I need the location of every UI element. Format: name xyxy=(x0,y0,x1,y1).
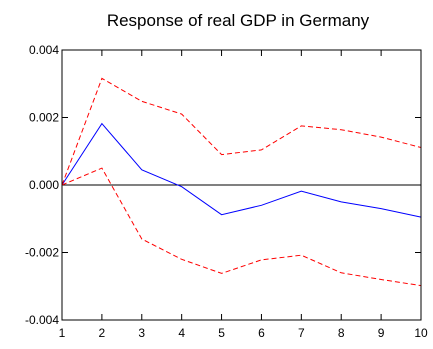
y-axis: -0.004 -0.002 0.000 0.002 0.004 xyxy=(25,43,421,327)
x-tick-label: 3 xyxy=(138,326,145,340)
chart-title: Response of real GDP in Germany xyxy=(107,11,370,30)
x-tick-label: 8 xyxy=(338,326,345,340)
x-tick-label: 1 xyxy=(59,326,66,340)
x-tick-label: 6 xyxy=(258,326,265,340)
x-tick-label: 4 xyxy=(178,326,185,340)
series-group xyxy=(61,77,422,287)
series-line-1 xyxy=(61,122,422,218)
y-tick-label: 0.000 xyxy=(29,178,59,192)
x-tick-label: 10 xyxy=(414,326,428,340)
x-tick-label: 2 xyxy=(99,326,106,340)
y-tick-label: 0.004 xyxy=(29,43,59,57)
series-line-2 xyxy=(61,77,422,186)
y-tick-label: -0.004 xyxy=(25,313,59,327)
series-line-3 xyxy=(61,167,422,287)
y-tick-label: 0.002 xyxy=(29,111,59,125)
y-tick-label: -0.002 xyxy=(25,246,59,260)
x-tick-label: 9 xyxy=(378,326,385,340)
x-tick-label: 5 xyxy=(218,326,225,340)
x-tick-label: 7 xyxy=(298,326,305,340)
plot-frame xyxy=(61,49,422,321)
x-axis: 1 2 3 4 5 6 7 8 9 10 xyxy=(59,50,428,340)
